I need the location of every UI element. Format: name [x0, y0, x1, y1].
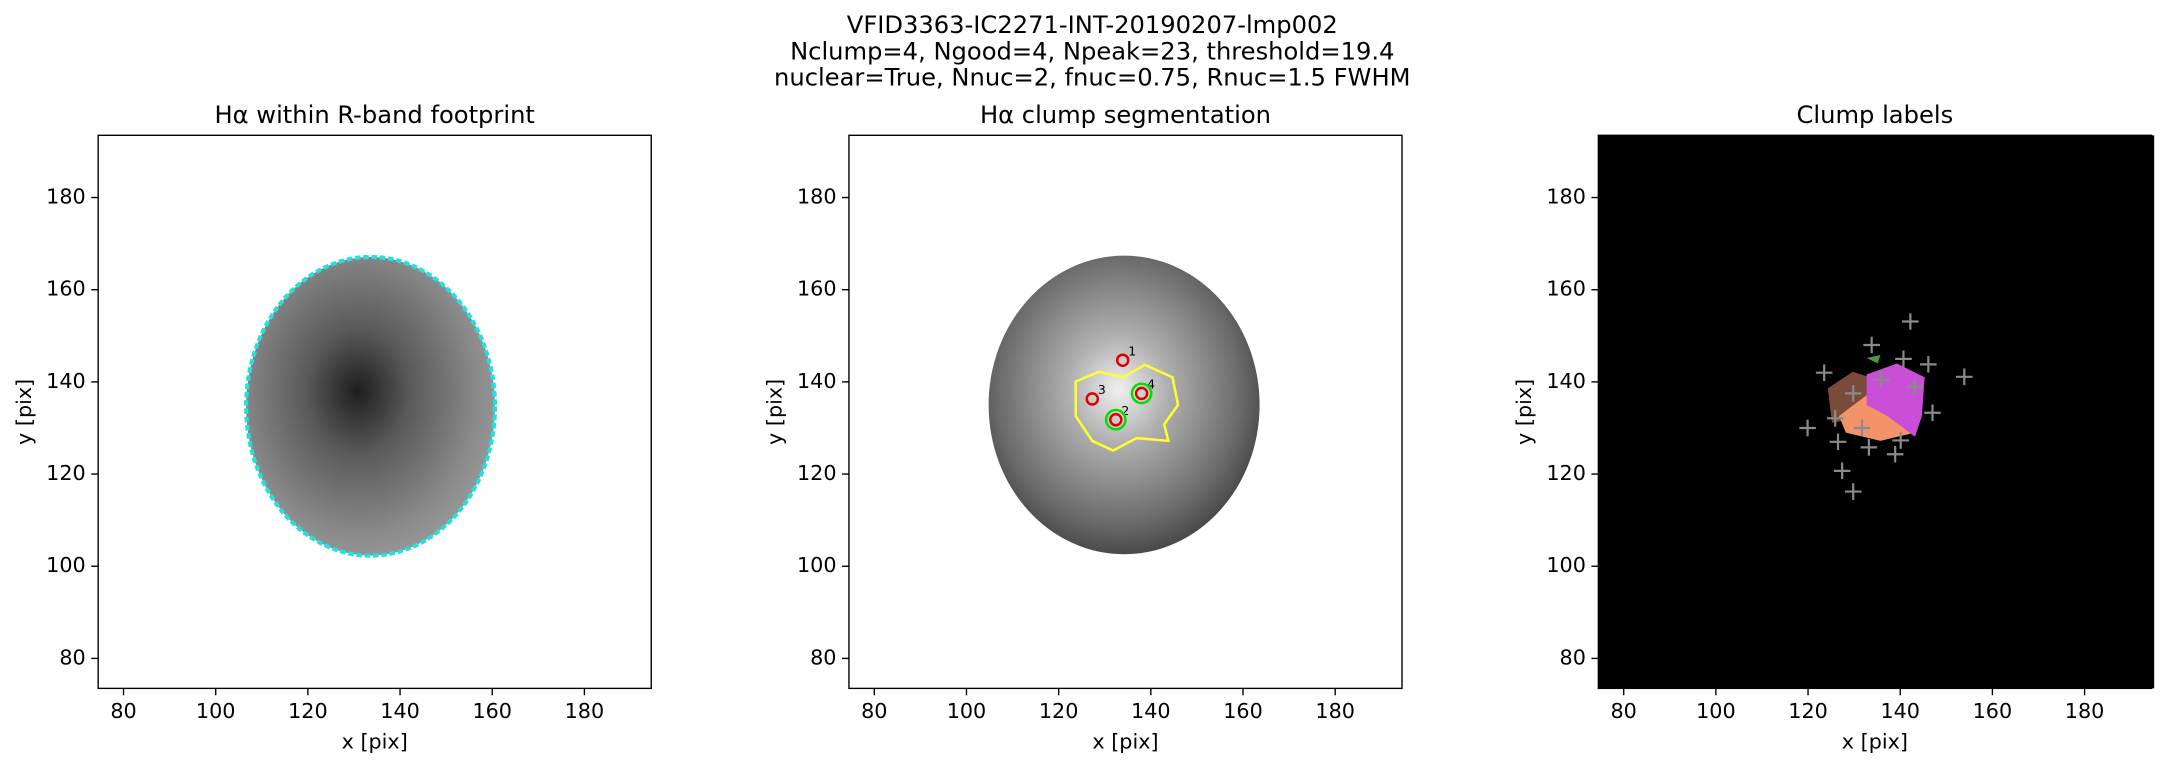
clump-marker — [1109, 412, 1123, 427]
peak-marker — [1844, 483, 1862, 500]
peak-marker — [1902, 313, 1919, 330]
y-tick-label: 180 — [1546, 185, 1586, 209]
x-tick-label: 160 — [1973, 699, 2013, 723]
clump-marker — [1134, 386, 1149, 401]
clump-marker — [1115, 353, 1130, 368]
peak-marker — [1853, 419, 1871, 437]
peak-marker — [1863, 336, 1880, 354]
y-tick-label: 160 — [46, 277, 86, 301]
y-tick-label: 80 — [1560, 645, 1586, 669]
peak-marker — [1886, 445, 1904, 463]
x-tick-label: 100 — [947, 699, 987, 723]
clump-label: 1 — [1128, 343, 1136, 358]
peak-marker — [1833, 462, 1851, 480]
y-tick-label: 120 — [797, 461, 837, 485]
x-tick-label: 80 — [110, 699, 136, 723]
x-tick-label: 140 — [380, 699, 420, 723]
y-axis-label: y [pix] — [1512, 379, 1536, 445]
x-tick-label: 180 — [1315, 699, 1355, 723]
x-tick-label: 120 — [1039, 699, 1079, 723]
x-tick-label: 100 — [196, 699, 236, 723]
peak-marker — [1873, 371, 1890, 388]
clump-marker — [1085, 392, 1100, 406]
clump-label: 2 — [1121, 403, 1129, 418]
y-tick-label: 180 — [797, 185, 837, 209]
peak-marker — [1829, 433, 1847, 451]
y-tick-label: 100 — [46, 553, 86, 577]
y-axis-label: y [pix] — [763, 379, 787, 445]
figure-title: nuclear=True, Nnuc=2, fnuc=0.75, Rnuc=1.… — [774, 64, 1410, 92]
peak-marker — [1895, 350, 1912, 368]
y-tick-label: 140 — [1546, 369, 1586, 393]
x-tick-label: 80 — [1611, 699, 1637, 723]
label-image — [1598, 135, 2155, 689]
y-tick-label: 140 — [797, 369, 837, 393]
y-tick-label: 180 — [46, 185, 86, 209]
peak-marker — [1826, 410, 1844, 427]
panel-title: Hα within R-band footprint — [214, 101, 534, 129]
y-axis-label: y [pix] — [12, 379, 36, 445]
x-axis-label: x [pix] — [1842, 729, 1908, 753]
x-axis-label: x [pix] — [342, 729, 408, 753]
panel-title: Hα clump segmentation — [980, 101, 1271, 129]
figure-title: VFID3363-IC2271-INT-20190207-lmp002 — [847, 11, 1338, 39]
axes-frame — [848, 134, 1403, 690]
halpha-image — [244, 254, 498, 558]
x-tick-label: 160 — [472, 699, 512, 723]
y-tick-label: 120 — [46, 461, 86, 485]
clump-label: 3 — [1098, 382, 1106, 397]
peak-marker — [1920, 356, 1937, 373]
peak-marker — [1906, 378, 1923, 395]
x-tick-label: 160 — [1223, 699, 1263, 723]
y-tick-label: 100 — [797, 553, 837, 577]
y-tick-label: 80 — [810, 645, 836, 669]
y-tick-label: 140 — [46, 369, 86, 393]
axes-frame — [97, 134, 652, 690]
y-tick-label: 160 — [797, 277, 837, 301]
axes-frame — [1597, 134, 2153, 690]
peak-marker — [1860, 439, 1878, 456]
x-tick-label: 80 — [861, 699, 887, 723]
x-tick-label: 180 — [565, 699, 605, 723]
x-tick-label: 140 — [1131, 699, 1171, 723]
peak-marker — [1815, 364, 1833, 381]
segmentation-image — [988, 255, 1260, 555]
y-tick-label: 120 — [1546, 461, 1586, 485]
x-axis-label: x [pix] — [1092, 729, 1158, 753]
peak-marker — [1955, 368, 1973, 386]
y-tick-label: 80 — [59, 645, 85, 669]
x-tick-label: 120 — [288, 699, 328, 723]
nuclear-marker — [1104, 408, 1127, 431]
x-tick-label: 180 — [2065, 699, 2105, 723]
y-tick-label: 160 — [1546, 277, 1586, 301]
y-tick-label: 100 — [1546, 553, 1586, 577]
figure-title: Nclump=4, Ngood=4, Npeak=23, threshold=1… — [790, 37, 1394, 65]
clump-label: 4 — [1147, 377, 1155, 392]
nuclear-marker — [1130, 382, 1153, 405]
x-tick-label: 100 — [1696, 699, 1736, 723]
peak-marker — [1892, 432, 1909, 449]
peak-marker — [1924, 404, 1941, 422]
peak-marker — [1799, 419, 1816, 437]
x-tick-label: 120 — [1788, 699, 1828, 723]
peak-marker — [1844, 385, 1862, 402]
x-tick-label: 140 — [1880, 699, 1920, 723]
panel-title: Clump labels — [1797, 101, 1954, 129]
